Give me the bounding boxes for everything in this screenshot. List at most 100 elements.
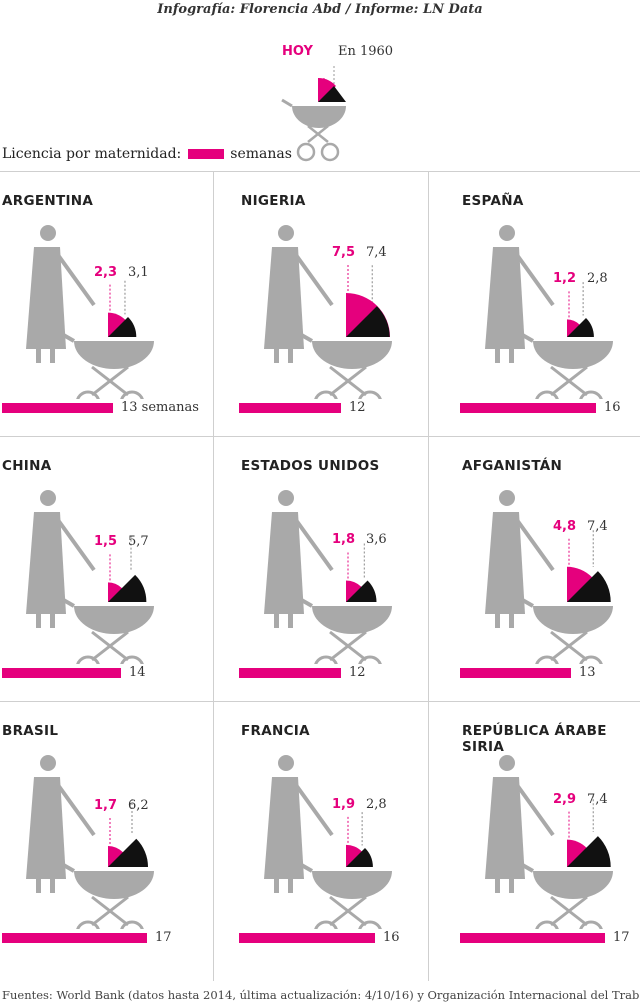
1960-value: 6,2 <box>128 798 149 814</box>
mother-arm <box>56 783 96 837</box>
stroller-frame <box>91 895 129 927</box>
mother-leg <box>288 614 293 628</box>
stroller-wheel <box>314 390 338 399</box>
mother-dress <box>26 247 66 349</box>
mother-stroller-illustration <box>485 225 613 399</box>
divider <box>0 436 640 437</box>
stroller-basket <box>74 871 154 899</box>
mother-stroller-illustration <box>26 490 154 664</box>
country-panel: BRASIL 1,7 6,2 17 <box>0 701 213 968</box>
country-name: ESTADOS UNIDOS <box>241 458 380 474</box>
hoy-value: 7,5 <box>332 245 356 260</box>
maternity-weeks-label: 16 <box>383 930 400 945</box>
1960-sector <box>346 847 373 867</box>
mother-leg <box>288 349 293 363</box>
mother-arm <box>515 783 555 837</box>
hoy-value: 2,3 <box>94 264 118 280</box>
mother-head <box>40 490 56 506</box>
1960-value: 7,4 <box>587 791 608 807</box>
mother-arm <box>56 518 96 572</box>
maternity-weeks-row: 17 <box>460 930 630 945</box>
country-name: BRASIL <box>2 723 59 739</box>
maternity-weeks-bar <box>460 932 605 943</box>
stroller-handle <box>518 861 534 873</box>
1960-sector <box>108 838 149 867</box>
country-name: ESPAÑA <box>462 193 524 209</box>
divider <box>428 171 429 981</box>
stroller-handle <box>297 861 313 873</box>
mother-dress <box>26 777 66 879</box>
mother-leg <box>36 614 41 628</box>
mother-dress <box>264 512 304 614</box>
mother-leg <box>509 349 514 363</box>
country-panel: NIGERIA 7,5 7,4 12 <box>214 171 427 438</box>
stroller-wheel <box>535 920 559 929</box>
stroller-wheel <box>120 390 144 399</box>
mother-dress <box>485 512 525 614</box>
mother-stroller-illustration <box>264 490 392 664</box>
stroller-handle <box>297 331 313 343</box>
country-panel: ESPAÑA 1,2 2,8 16 <box>429 171 640 438</box>
stroller-basket <box>533 606 613 634</box>
mother-arm <box>294 253 334 307</box>
stroller-frame <box>550 895 588 927</box>
country-panel: FRANCIA 1,9 2,8 16 <box>214 701 427 968</box>
hoy-value: 1,7 <box>94 798 118 814</box>
legend-hoy: HOY <box>282 44 313 59</box>
stroller-handle <box>518 331 534 343</box>
stroller-wheel <box>76 390 100 399</box>
stroller-frame <box>329 365 367 397</box>
divider <box>0 701 640 702</box>
mother-head <box>499 225 515 241</box>
stroller-wheel <box>358 390 382 399</box>
maternity-weeks-label: 13 <box>579 665 596 680</box>
1960-sector <box>108 574 147 602</box>
maternity-weeks-bar <box>239 667 341 678</box>
maternity-weeks-bar <box>2 402 113 413</box>
country-panel: CHINA 1,5 5,7 14 <box>0 436 213 703</box>
mother-leg <box>36 349 41 363</box>
maternity-weeks-label: 13 semanas <box>121 400 199 415</box>
divider <box>0 171 640 172</box>
stroller-wheel <box>314 920 338 929</box>
hoy-value: 1,2 <box>553 271 577 287</box>
mother-leg <box>50 614 55 628</box>
country-name: FRANCIA <box>241 723 310 739</box>
maternity-legend: Licencia por maternidad: semanas <box>2 146 292 162</box>
stroller-wheel <box>76 920 100 929</box>
stroller-wheel <box>314 655 338 664</box>
mother-stroller-illustration <box>264 755 392 929</box>
country-panel: REPÚBLICA ÁRABE SIRIA 2,9 7,4 17 <box>429 701 640 968</box>
stroller-wheel <box>120 920 144 929</box>
divider <box>213 171 214 981</box>
mother-leg <box>288 879 293 893</box>
maternity-weeks-row: 14 <box>2 665 146 680</box>
mother-leg <box>36 879 41 893</box>
maternity-weeks-bar <box>239 932 375 943</box>
mother-leg <box>50 349 55 363</box>
mother-dress <box>485 247 525 349</box>
stroller-wheel <box>579 390 603 399</box>
1960-value: 7,4 <box>366 245 387 260</box>
1960-value: 5,7 <box>128 534 149 550</box>
stroller-wheel <box>535 655 559 664</box>
mother-leg <box>274 614 279 628</box>
stroller-handle <box>518 596 534 608</box>
footer-sources: Fuentes: World Bank (datos hasta 2014, ú… <box>2 988 640 1002</box>
stroller-handle <box>59 331 75 343</box>
maternity-weeks-row: 12 <box>239 400 366 415</box>
mother-stroller-illustration <box>26 755 154 929</box>
mother-stroller-illustration <box>485 755 613 929</box>
stroller-wheel <box>535 390 559 399</box>
stroller-frame <box>550 365 588 397</box>
stroller-frame <box>329 630 367 662</box>
maternity-weeks-label: 14 <box>129 665 146 680</box>
stroller-handle <box>59 861 75 873</box>
mother-leg <box>495 349 500 363</box>
stroller-wheel <box>358 920 382 929</box>
stroller-wheel <box>358 655 382 664</box>
maternity-weeks-row: 17 <box>2 930 172 945</box>
1960-sector <box>346 580 377 602</box>
maternity-weeks-label: 16 <box>604 400 621 415</box>
stroller-handle <box>59 596 75 608</box>
